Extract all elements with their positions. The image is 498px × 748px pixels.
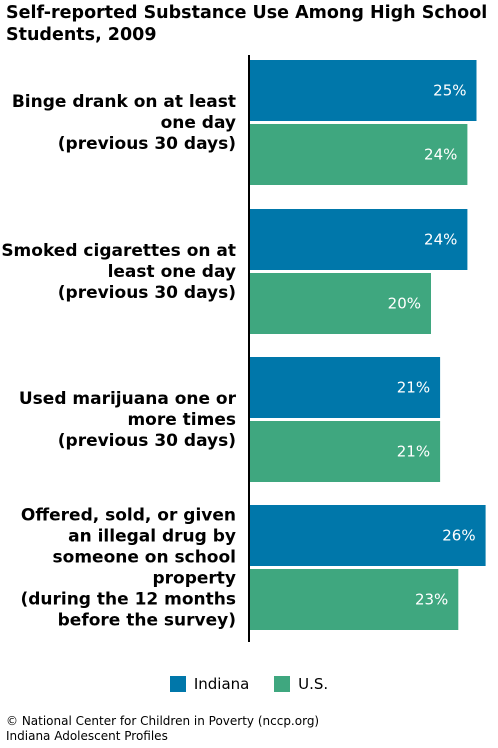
bar-value-label: 25% — [433, 82, 466, 100]
category-label: Used marijuana one or more times (previous… — [19, 389, 237, 451]
category-label: Smoked cigarettes on at least one day (pre… — [1, 241, 236, 303]
footer-source: © National Center for Children in Povert… — [6, 714, 320, 728]
bar-us-1 — [249, 273, 431, 334]
category-label: Binge drank on at least one day (previous … — [12, 92, 236, 154]
legend-swatch-us — [274, 676, 291, 692]
footer-subtitle: Indiana Adolescent Profiles — [6, 729, 168, 743]
legend-label-indiana: Indiana — [193, 675, 250, 693]
bar-value-label: 23% — [415, 591, 448, 609]
bar-us-3 — [249, 569, 459, 630]
category-label: Offered, sold, or given an illegal drug b… — [20, 506, 236, 631]
legend: Indiana U.S. — [0, 675, 498, 696]
bar-value-label: 24% — [424, 146, 457, 164]
legend-item-indiana: Indiana — [169, 675, 250, 693]
bar-value-label: 26% — [442, 527, 475, 545]
bar-indiana-3 — [249, 505, 486, 566]
bar-chart: 25% 24% 24% 20% 21% 21% 26% 23% Binge drank on … — [1, 55, 486, 642]
bar-value-label: 21% — [397, 379, 430, 397]
bar-us-2 — [249, 421, 441, 482]
legend-item-us: U.S. — [274, 675, 328, 693]
footer: © National Center for Children in Povert… — [6, 714, 319, 744]
legend-swatch-indiana — [169, 676, 186, 692]
chart-title: Self-reported Substance Use Among High S… — [6, 3, 488, 45]
bar-indiana-1 — [249, 209, 468, 270]
bar-us-0 — [249, 124, 468, 185]
bar-value-label: 20% — [388, 295, 421, 313]
legend-label-us: U.S. — [298, 675, 329, 693]
bar-indiana-0 — [249, 60, 477, 121]
bar-value-label: 21% — [397, 443, 430, 461]
bar-indiana-2 — [249, 357, 441, 418]
bar-value-label: 24% — [424, 231, 457, 249]
